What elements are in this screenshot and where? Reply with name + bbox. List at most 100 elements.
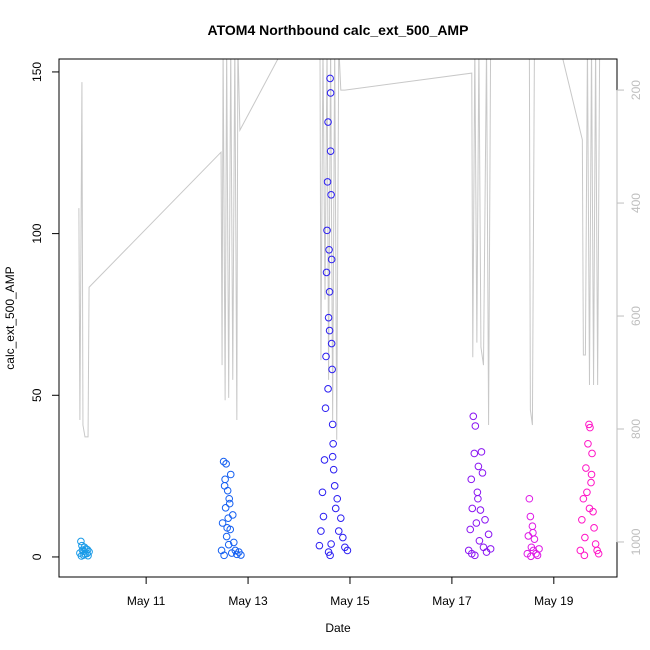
data-point bbox=[324, 118, 332, 126]
data-point bbox=[323, 178, 332, 186]
data-point bbox=[477, 448, 486, 456]
data-point bbox=[582, 464, 590, 472]
data-point bbox=[469, 412, 478, 421]
data-point bbox=[77, 552, 86, 560]
data-point bbox=[231, 546, 240, 555]
data-point bbox=[467, 475, 476, 484]
x-tick-label: May 13 bbox=[228, 594, 268, 608]
data-point bbox=[223, 486, 232, 495]
y2-tick-label: 1000 bbox=[629, 528, 643, 555]
data-point bbox=[224, 540, 233, 549]
plot-area bbox=[76, 59, 603, 561]
data-point bbox=[484, 530, 493, 539]
data-point bbox=[220, 551, 228, 560]
data-point bbox=[321, 404, 330, 413]
data-point bbox=[328, 365, 336, 374]
data-point bbox=[326, 147, 335, 155]
data-point bbox=[471, 422, 480, 430]
y-tick-label: 0 bbox=[30, 553, 44, 560]
data-point bbox=[473, 488, 482, 497]
data-point bbox=[328, 452, 337, 461]
data-point bbox=[221, 475, 229, 484]
data-point bbox=[329, 465, 338, 474]
data-point bbox=[339, 533, 347, 542]
data-point bbox=[326, 89, 335, 97]
data-point bbox=[225, 499, 234, 508]
data-point bbox=[474, 494, 482, 503]
data-point bbox=[581, 533, 589, 542]
x-axis-label: Date bbox=[325, 621, 351, 635]
data-point bbox=[327, 339, 336, 348]
data-point bbox=[222, 532, 231, 541]
data-point bbox=[481, 515, 489, 524]
y-axis-label: calc_ext_500_AMP bbox=[3, 266, 17, 369]
data-point bbox=[486, 545, 495, 553]
y-tick-label: 100 bbox=[30, 223, 44, 243]
data-point bbox=[225, 494, 234, 503]
data-point bbox=[585, 504, 594, 513]
data-point bbox=[585, 420, 593, 429]
data-point bbox=[220, 482, 229, 490]
data-point bbox=[326, 74, 334, 83]
data-point bbox=[333, 494, 342, 503]
data-point bbox=[472, 519, 481, 527]
y-tick-label: 50 bbox=[30, 388, 44, 402]
data-point bbox=[527, 552, 535, 561]
data-point bbox=[578, 515, 586, 524]
x-tick-label: May 19 bbox=[534, 594, 574, 608]
data-point bbox=[322, 268, 331, 277]
data-point bbox=[343, 546, 352, 555]
data-point bbox=[226, 470, 235, 479]
data-point bbox=[327, 540, 335, 548]
data-point bbox=[322, 352, 330, 361]
y2-tick-label: 600 bbox=[629, 306, 643, 326]
data-point bbox=[233, 550, 241, 559]
data-point bbox=[315, 541, 324, 550]
data-point bbox=[590, 524, 598, 532]
data-point bbox=[318, 488, 327, 497]
chart-title: ATOM4 Northbound calc_ext_500_AMP bbox=[208, 22, 469, 38]
data-point bbox=[467, 549, 476, 558]
data-point bbox=[468, 504, 477, 513]
data-point bbox=[334, 527, 343, 535]
data-point bbox=[591, 540, 600, 548]
data-point bbox=[327, 255, 336, 264]
data-point bbox=[479, 543, 488, 552]
data-point bbox=[466, 525, 475, 534]
data-point bbox=[224, 514, 232, 522]
data-point bbox=[328, 420, 337, 429]
data-point bbox=[324, 385, 332, 393]
data-point bbox=[327, 191, 335, 199]
y2-tick-label: 400 bbox=[629, 193, 643, 213]
data-point bbox=[470, 449, 479, 458]
data-point bbox=[580, 551, 589, 560]
data-point bbox=[579, 494, 588, 503]
data-point bbox=[320, 456, 329, 464]
data-point bbox=[535, 545, 543, 553]
data-point bbox=[587, 478, 595, 487]
data-point bbox=[528, 522, 537, 531]
data-point bbox=[533, 551, 542, 560]
x-tick-label: May 15 bbox=[330, 594, 370, 608]
data-point bbox=[583, 488, 591, 497]
data-point bbox=[223, 524, 231, 532]
data-point bbox=[530, 535, 539, 543]
data-point bbox=[588, 449, 596, 458]
data-point bbox=[83, 546, 92, 554]
data-point bbox=[524, 532, 533, 540]
data-point bbox=[331, 504, 340, 513]
data-point bbox=[329, 439, 337, 448]
data-point bbox=[478, 469, 487, 477]
data-point bbox=[324, 313, 333, 322]
data-point bbox=[337, 514, 345, 522]
data-point bbox=[330, 482, 339, 490]
data-point bbox=[326, 551, 334, 560]
data-point bbox=[237, 551, 245, 559]
data-point bbox=[325, 288, 334, 296]
x-tick-label: May 17 bbox=[432, 594, 472, 608]
data-point bbox=[221, 504, 230, 512]
data-point bbox=[323, 226, 331, 235]
y-tick-label: 150 bbox=[30, 62, 44, 82]
x-tick-label: May 11 bbox=[127, 594, 166, 608]
